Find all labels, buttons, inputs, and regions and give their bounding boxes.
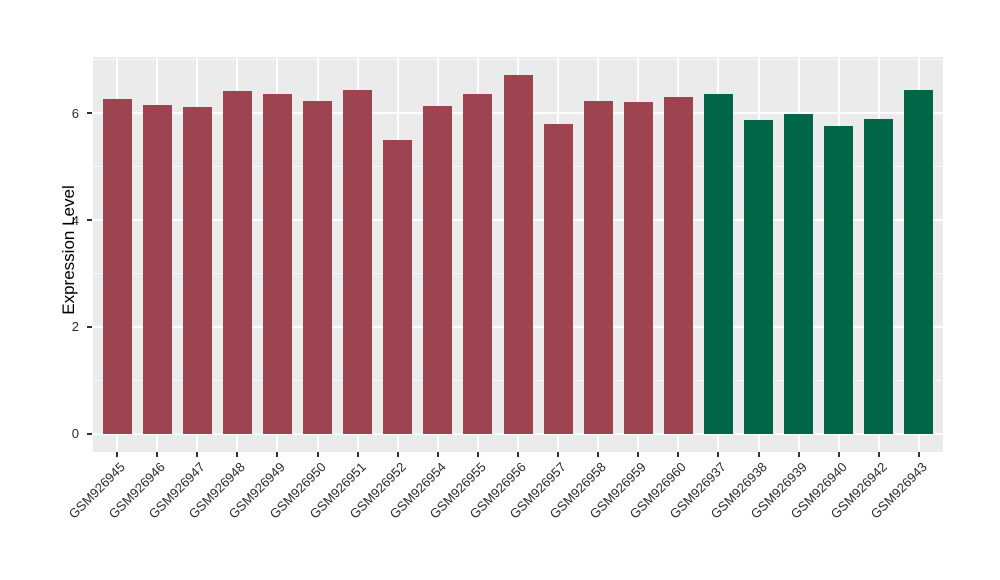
expression-bar [784,114,814,434]
expression-bar [703,93,733,434]
x-tick-mark [597,452,600,457]
y-tick-label: 4 [71,212,79,228]
expression-bar [142,104,172,434]
expression-bar [182,107,212,434]
x-tick-mark [436,452,439,457]
x-tick-mark [196,452,199,457]
x-tick-mark [116,452,119,457]
expression-bar [663,96,693,434]
y-tick-label: 0 [71,426,79,442]
x-tick-mark [797,452,800,457]
x-tick-mark [276,452,279,457]
x-tick-mark [757,452,760,457]
x-tick-mark [637,452,640,457]
expression-bar [904,90,934,434]
x-tick-mark [557,452,560,457]
expression-bar [102,99,132,434]
x-tick-mark [717,452,720,457]
y-tick-mark [87,325,92,328]
x-tick-mark [316,452,319,457]
x-tick-mark [917,452,920,457]
expression-bar [543,124,573,434]
expression-bar [824,126,854,434]
x-tick-mark [877,452,880,457]
expression-bar [262,94,292,434]
y-tick-mark [87,219,92,222]
y-tick-label: 6 [71,105,79,121]
y-tick-label: 2 [71,319,79,335]
x-tick-mark [356,452,359,457]
expression-bar [303,101,333,434]
expression-bar [744,120,774,434]
y-tick-mark [87,112,92,115]
expression-bar [623,102,653,434]
expression-bar [583,100,613,434]
y-axis-title: Expression Level [59,185,78,315]
x-tick-mark [677,452,680,457]
x-tick-mark [396,452,399,457]
expression-bar [383,140,413,434]
x-tick-mark [476,452,479,457]
x-tick-mark [236,452,239,457]
expression-bar [222,90,252,434]
expression-bar [463,93,493,434]
x-tick-mark [156,452,159,457]
plot-panel [93,57,943,452]
expression-bar [864,119,894,434]
y-tick-mark [87,432,92,435]
x-tick-mark [837,452,840,457]
x-tick-mark [517,452,519,457]
expression-bar [503,74,533,434]
expression-bar [343,90,373,434]
expression-bar [423,106,453,434]
